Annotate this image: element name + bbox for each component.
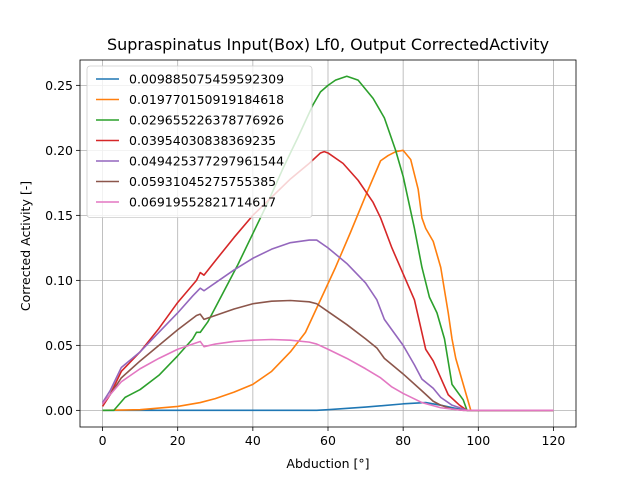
- y-tick-label: 0.00: [45, 403, 73, 418]
- legend-entry: 0.009885075459592309: [129, 72, 284, 87]
- series-line-3: [102, 75, 554, 412]
- legend-box: [86, 65, 313, 218]
- y-axis-ticks: 0.00 0.05 0.10 0.15 0.20 0.25: [45, 78, 80, 418]
- x-tick-label: 60: [320, 433, 336, 448]
- series-line-4: [101, 150, 554, 412]
- legend-entry: 0.05931045275755385: [129, 174, 276, 189]
- legend-entry: 0.029655226378776926: [129, 113, 284, 128]
- chart-title: Supraspinatus Input(Box) Lf0, Output Cor…: [107, 35, 549, 54]
- legend-entry: 0.049425377297961544: [129, 154, 284, 169]
- y-axis-label: Corrected Activity [-]: [18, 181, 33, 311]
- y-tick-label: 0.20: [45, 143, 73, 158]
- legend-entry: 0.03954030838369235: [129, 133, 276, 148]
- x-tick-label: 100: [466, 433, 490, 448]
- y-tick-label: 0.15: [45, 208, 73, 223]
- x-tick-label: 80: [395, 433, 411, 448]
- series-line-2: [102, 149, 554, 412]
- x-axis-label: Abduction [°]: [286, 456, 369, 471]
- x-tick-label: 120: [542, 433, 566, 448]
- series-line-6: [101, 299, 554, 412]
- legend-entry: 0.06919552821714617: [129, 195, 276, 210]
- legend-entry: 0.019770150919184618: [129, 92, 284, 107]
- x-tick-label: 20: [170, 433, 186, 448]
- x-axis-ticks: 0 20 40 60 80 100 120: [99, 427, 566, 448]
- y-tick-label: 0.05: [45, 338, 73, 353]
- series-line-7: [101, 338, 554, 412]
- x-tick-label: 0: [99, 433, 107, 448]
- y-tick-label: 0.25: [45, 78, 73, 93]
- series-lines: [101, 75, 554, 412]
- series-line-5: [101, 239, 554, 412]
- y-tick-label: 0.10: [45, 273, 73, 288]
- legend: 0.009885075459592309 0.019770150919184618…: [86, 65, 313, 218]
- x-tick-label: 40: [245, 433, 261, 448]
